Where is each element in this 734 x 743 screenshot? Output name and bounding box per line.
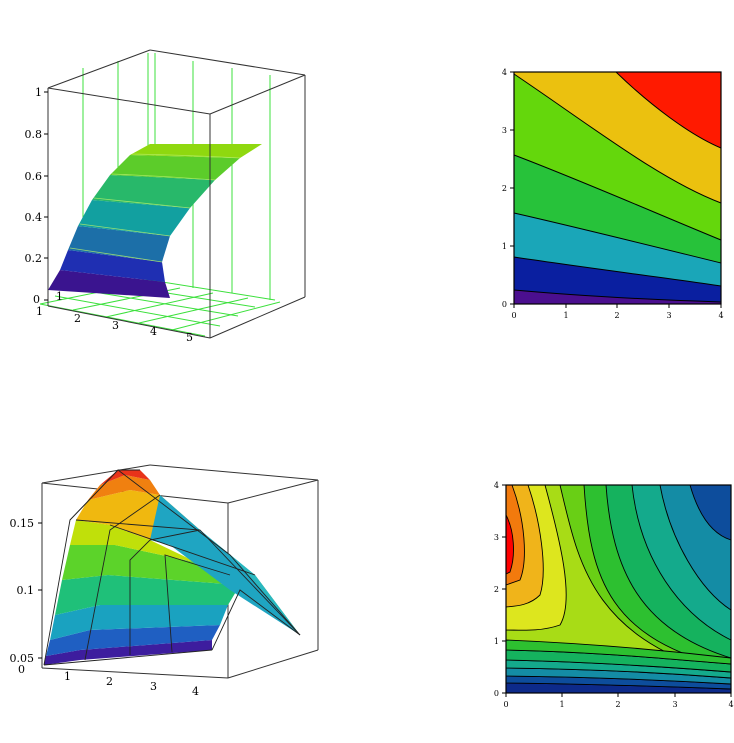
y-tick-label: 3 (494, 533, 499, 542)
x-tick-label: 5 (186, 331, 193, 344)
x-tick-label: 4 (728, 700, 733, 709)
y-tick-label: 2 (502, 184, 507, 193)
surface-plot-bottom-left: 0.15 0.1 0.05 0 1 2 3 4 (10, 464, 319, 698)
z-tick-labels: 0.15 0.1 0.05 0 (10, 517, 35, 676)
z-tick-label: 0.1 (17, 584, 35, 597)
x-tick-label: 1 (563, 311, 568, 320)
x-tick-label: 1 (64, 670, 71, 683)
z-tick-label: 0.05 (10, 652, 35, 665)
x-tick-label: 2 (614, 311, 619, 320)
z-tick-label: 0.2 (25, 252, 43, 265)
surface-band-2 (46, 625, 220, 656)
z-tick-label: 1 (35, 86, 42, 99)
z-tick-label: 0.4 (25, 211, 43, 224)
contour-axis-ticks (510, 71, 722, 308)
x-tick-label: 4 (718, 311, 723, 320)
x-tick-label: 0 (511, 311, 516, 320)
surface-band-3 (50, 605, 228, 640)
surface-band-6 (110, 155, 240, 180)
contour-axis-ticks (502, 484, 732, 697)
surface-band-3 (68, 226, 170, 262)
contour-tick-labels: 0 1 2 3 4 0 1 2 3 4 (502, 68, 724, 320)
surface-wireframe (43, 469, 301, 666)
contour-bands (505, 484, 732, 694)
x-tick-label: 3 (112, 319, 119, 332)
z-tick-labels: 1 0.8 0.6 0.4 0.2 0 (25, 86, 43, 306)
y-tick-label: 0 (494, 689, 499, 698)
surface-band-4 (55, 575, 240, 615)
y-tick-label: 1 (56, 290, 63, 303)
x-tick-labels: 1 2 3 4 5 1 (36, 290, 193, 344)
y-tick-label: 3 (502, 126, 507, 135)
z-tick-label: 0 (33, 293, 40, 306)
x-tick-label: 0 (503, 700, 508, 709)
z-axis (38, 522, 42, 659)
x-tick-label: 1 (36, 305, 43, 318)
z-axis (44, 91, 48, 301)
contour-plot-bottom-right: 0 1 2 3 4 0 1 2 3 4 (494, 481, 734, 709)
contour-tick-labels: 0 1 2 3 4 0 1 2 3 4 (494, 481, 734, 709)
contour-bands (513, 71, 722, 305)
surface-stripes (69, 153, 241, 263)
surface-band-5 (62, 545, 255, 585)
bounding-box (47, 49, 306, 339)
y-tick-label: 4 (502, 68, 507, 77)
y-tick-label: 2 (494, 585, 499, 594)
x-tick-label: 4 (150, 325, 157, 338)
z-tick-label: 0.6 (25, 170, 43, 183)
surface-band-5 (92, 175, 215, 208)
x-tick-label: 3 (672, 700, 677, 709)
surface-band-8 (88, 475, 160, 500)
contour-plot-top-right: 0 1 2 3 4 0 1 2 3 4 (502, 68, 724, 320)
x-tick-label: 3 (150, 680, 157, 693)
z-tick-label: 0.15 (10, 517, 35, 530)
surface-band-9 (100, 470, 150, 485)
x-tick-label: 2 (106, 675, 113, 688)
y-tick-label: 4 (494, 481, 499, 490)
contour-band (505, 514, 514, 575)
x-tick-label: 1 (559, 700, 564, 709)
surface-band-2 (60, 250, 165, 282)
surface-mesh (44, 470, 300, 665)
x-tick-label: 3 (666, 311, 671, 320)
surface-band-4 (78, 200, 190, 236)
y-tick-label: 1 (494, 637, 499, 646)
surface-plot-top-left: 1 0.8 0.6 0.4 0.2 0 1 2 3 4 5 1 (25, 49, 306, 344)
x-tick-label: 2 (74, 312, 81, 325)
surface-mesh (48, 144, 262, 298)
surface-band-1 (48, 270, 170, 298)
z-tick-label: 0.8 (25, 128, 43, 141)
y-tick-label: 1 (502, 242, 507, 251)
x-tick-label: 2 (615, 700, 620, 709)
surface-band-1 (44, 640, 212, 665)
y-tick-label: 0 (18, 663, 25, 676)
x-tick-label: 4 (192, 685, 199, 698)
y-tick-label: 0 (502, 300, 507, 309)
x-tick-labels: 1 2 3 4 (64, 670, 199, 698)
